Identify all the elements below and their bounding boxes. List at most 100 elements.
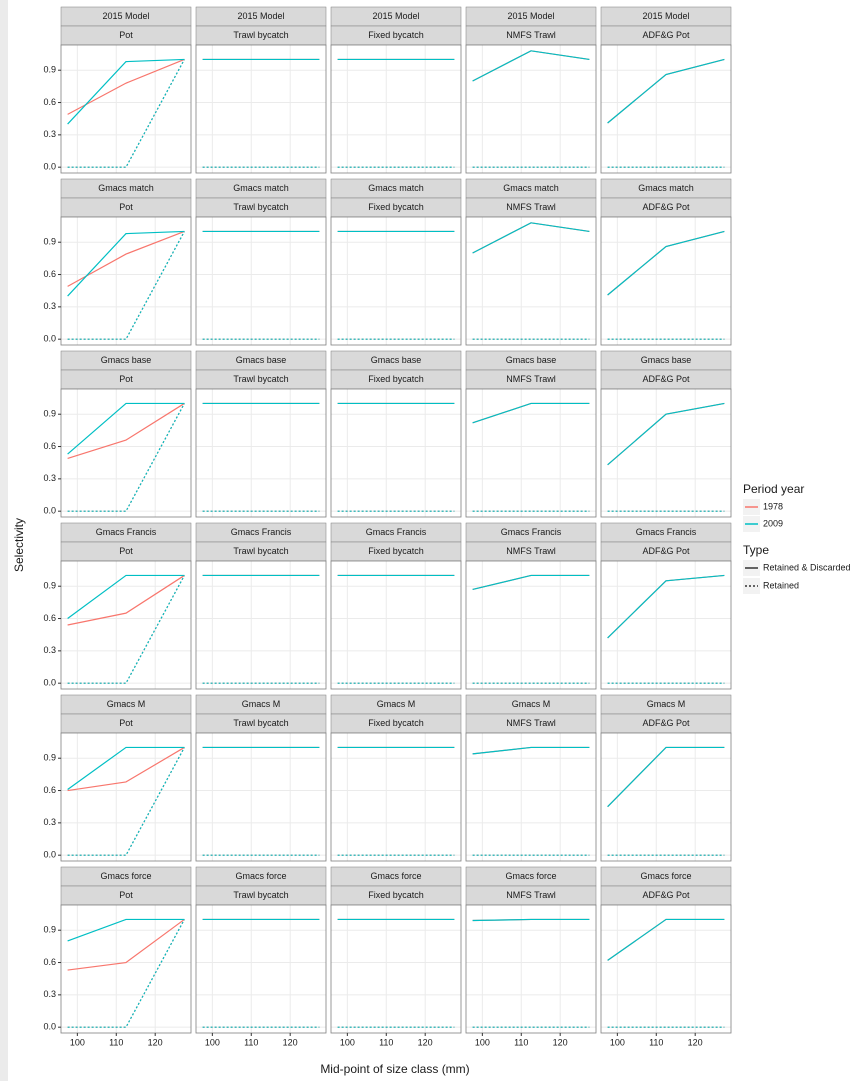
strip-label: Pot: [119, 546, 133, 556]
panel-border: [60, 560, 192, 690]
x-tick-label: 110: [244, 1037, 258, 1047]
strip-label: Gmacs match: [233, 183, 289, 193]
panel: [331, 733, 461, 861]
x-tick-label: 110: [379, 1037, 393, 1047]
panel-border: [465, 388, 597, 518]
strip-label: Gmacs match: [368, 183, 424, 193]
selectivity-line: [67, 59, 185, 168]
selectivity-line: [472, 222, 590, 254]
strip-label: Gmacs M: [512, 699, 551, 709]
y-tick-label: 0.9: [43, 753, 56, 763]
panel: [466, 45, 596, 173]
panel: [466, 389, 596, 517]
legend-label: Retained & Discarded: [763, 562, 851, 572]
selectivity-line: [67, 747, 185, 856]
panel: [196, 389, 326, 517]
strip-label: 2015 Model: [102, 11, 149, 21]
selectivity-line: [67, 231, 185, 340]
y-tick-label: 0.0: [43, 334, 56, 344]
panel-border: [465, 216, 597, 346]
selectivity-line: [67, 58, 185, 125]
panel: [61, 733, 191, 861]
y-tick-label: 0.3: [43, 473, 56, 483]
selectivity-line: [67, 402, 185, 455]
strip-label: Trawl bycatch: [233, 546, 288, 556]
legend-label: 1978: [763, 501, 783, 511]
strip-label: ADF&G Pot: [642, 546, 690, 556]
selectivity-line: [67, 918, 185, 971]
panel-border: [330, 560, 462, 690]
strip-label: Gmacs Francis: [366, 527, 427, 537]
x-tick-label: 120: [418, 1037, 433, 1047]
panel-border: [330, 732, 462, 862]
y-tick-label: 0.6: [43, 269, 56, 279]
panel: [601, 733, 731, 861]
selectivity-line: [472, 918, 590, 922]
strip-label: Gmacs M: [242, 699, 281, 709]
selectivity-line: [472, 746, 590, 755]
panel-border: [600, 732, 732, 862]
strip-label: Gmacs Francis: [96, 527, 157, 537]
panel: [61, 905, 191, 1033]
y-tick-label: 0.3: [43, 989, 56, 999]
y-tick-label: 0.0: [43, 1022, 56, 1032]
x-tick-label: 120: [553, 1037, 568, 1047]
strip-label: Gmacs Francis: [636, 527, 697, 537]
panel-border: [60, 216, 192, 346]
panel-border: [195, 388, 327, 518]
selectivity-line: [472, 50, 590, 82]
x-tick-label: 110: [649, 1037, 663, 1047]
strip-label: Fixed bycatch: [368, 374, 424, 384]
strip-label: Gmacs M: [107, 699, 146, 709]
panel: [331, 217, 461, 345]
strip-label: Gmacs match: [638, 183, 694, 193]
x-tick-label: 110: [109, 1037, 123, 1047]
selectivity-line: [607, 918, 725, 961]
panel-border: [465, 732, 597, 862]
strip-label: Gmacs force: [640, 871, 691, 881]
panel-border: [195, 732, 327, 862]
panel: [61, 217, 191, 345]
strip-label: 2015 Model: [372, 11, 419, 21]
x-tick-label: 100: [340, 1037, 355, 1047]
selectivity-line: [472, 574, 590, 591]
panel: [196, 733, 326, 861]
x-tick-label: 100: [205, 1037, 220, 1047]
selectivity-line: [607, 58, 725, 124]
x-tick-label: 120: [283, 1037, 298, 1047]
strip-label: Gmacs base: [236, 355, 287, 365]
strip-label: Fixed bycatch: [368, 202, 424, 212]
strip-label: ADF&G Pot: [642, 718, 690, 728]
panel: [466, 217, 596, 345]
selectivity-line: [67, 919, 185, 1028]
panel: [61, 389, 191, 517]
panel: [196, 217, 326, 345]
strip-label: NMFS Trawl: [506, 890, 556, 900]
x-tick-label: 110: [514, 1037, 528, 1047]
panel: [196, 45, 326, 173]
strip-label: NMFS Trawl: [506, 374, 556, 384]
panel: [331, 905, 461, 1033]
y-tick-label: 0.6: [43, 441, 56, 451]
y-tick-label: 0.6: [43, 785, 56, 795]
strip-label: Trawl bycatch: [233, 890, 288, 900]
panel: [61, 561, 191, 689]
strip-label: Trawl bycatch: [233, 202, 288, 212]
selectivity-line: [67, 574, 185, 626]
selectivity-line: [607, 746, 725, 808]
panel: [601, 561, 731, 689]
strip-label: Pot: [119, 890, 133, 900]
panel: [466, 905, 596, 1033]
y-tick-label: 0.9: [43, 581, 56, 591]
selectivity-line: [607, 230, 725, 296]
strip-label: 2015 Model: [507, 11, 554, 21]
selectivity-line: [67, 918, 185, 942]
x-tick-label: 120: [148, 1037, 163, 1047]
side-bar: [0, 0, 8, 1081]
selectivity-line: [67, 574, 185, 620]
strip-label: Gmacs M: [647, 699, 686, 709]
y-tick-label: 0.3: [43, 645, 56, 655]
panel: [466, 561, 596, 689]
panel-border: [195, 560, 327, 690]
